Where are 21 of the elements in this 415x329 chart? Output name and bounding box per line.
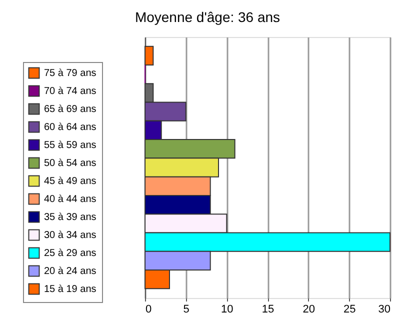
legend-label: 15 à 19 ans (44, 284, 96, 295)
legend-label: 60 à 64 ans (44, 122, 96, 133)
legend-label: 25 à 29 ans (44, 248, 96, 259)
x-tick-label: 25 (344, 304, 356, 316)
legend-label: 55 à 59 ans (44, 140, 96, 151)
chart-title: Moyenne d'âge: 36 ans (134, 9, 280, 25)
x-tick-label: 20 (302, 304, 315, 316)
x-tick-label: 10 (221, 304, 234, 316)
legend-label: 70 à 74 ans (44, 86, 96, 97)
legend-label: 75 à 79 ans (44, 68, 96, 79)
legend-label: 65 à 69 ans (44, 104, 96, 115)
legend-label: 30 à 34 ans (44, 230, 96, 241)
legend-label: 35 à 39 ans (44, 212, 96, 223)
x-tick-label: 5 (183, 304, 190, 316)
legend-label: 40 à 44 ans (44, 194, 96, 205)
legend-label: 45 à 49 ans (44, 176, 96, 187)
x-tick-label: 15 (262, 304, 274, 316)
x-tick-label: 30 (378, 304, 390, 316)
legend-label: 20 à 24 ans (44, 266, 96, 277)
x-tick-label: 0 (146, 304, 152, 316)
legend-label: 50 à 54 ans (44, 158, 96, 169)
